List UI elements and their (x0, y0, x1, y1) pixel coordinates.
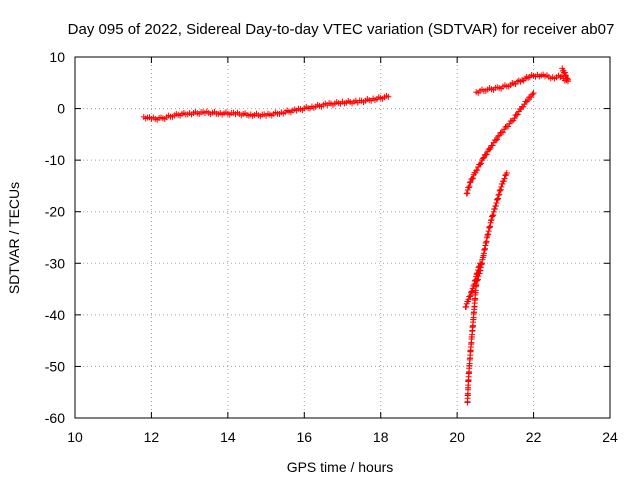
data-point (489, 142, 496, 149)
x-tick-label: 10 (67, 429, 83, 445)
y-tick-label: -40 (45, 307, 65, 323)
data-point (564, 75, 571, 82)
y-tick-label: -50 (45, 358, 65, 374)
data-point (514, 111, 521, 118)
data-point (490, 208, 497, 215)
data-point (466, 293, 473, 300)
data-point (469, 175, 476, 182)
data-point (488, 216, 495, 223)
data-point (479, 155, 486, 162)
data-series-arc-2 (473, 71, 571, 96)
data-point (463, 303, 470, 310)
data-point (498, 183, 505, 190)
data-point (564, 76, 571, 83)
y-tick-label: 0 (57, 101, 65, 117)
y-tick-label: -60 (45, 410, 65, 426)
data-point (489, 212, 496, 219)
data-point (492, 137, 499, 144)
data-point (493, 200, 500, 207)
data-point (502, 123, 509, 130)
data-point (496, 191, 503, 198)
y-tick-label: -20 (45, 204, 65, 220)
data-point (477, 260, 484, 267)
data-point (491, 205, 498, 212)
data-point (561, 69, 568, 76)
y-axis-label: SDTVAR / TECUs (6, 182, 22, 294)
data-point (500, 178, 507, 185)
data-point (525, 74, 532, 81)
data-point (520, 103, 527, 110)
data-point (477, 161, 484, 168)
data-point (385, 93, 392, 100)
data-point (501, 175, 508, 182)
data-point (494, 196, 501, 203)
data-point (469, 175, 476, 182)
data-point (469, 288, 476, 295)
grid-layer (75, 57, 610, 418)
data-point (478, 160, 485, 167)
data-point (467, 178, 474, 185)
x-tick-label: 12 (144, 429, 160, 445)
plot-frame (74, 56, 611, 419)
data-point (503, 170, 510, 177)
data-point (562, 72, 569, 79)
data-point (464, 190, 471, 197)
x-axis-label: GPS time / hours (287, 459, 394, 475)
data-point (496, 132, 503, 139)
data-point (465, 184, 472, 191)
data-point (476, 263, 483, 270)
data-point (529, 91, 536, 98)
data-point (467, 292, 474, 299)
data-point (508, 118, 515, 125)
data-point (505, 123, 512, 130)
data-point (463, 190, 470, 197)
data-point (476, 264, 483, 271)
y-tick-label: -10 (45, 152, 65, 168)
data-point (489, 213, 496, 220)
data-point (495, 192, 502, 199)
data-point (483, 151, 490, 158)
x-tick-label: 18 (373, 429, 389, 445)
data-point (499, 180, 506, 187)
data-point (465, 296, 472, 303)
tick-layer: 10 12 14 16 18 20 22 24 10 0 -10 -20 -30 -40 -50 -60 (45, 49, 618, 445)
data-point (474, 270, 481, 277)
data-layer (140, 65, 571, 406)
x-tick-label: 16 (296, 429, 312, 445)
data-point (475, 267, 482, 274)
data-point (496, 187, 503, 194)
data-series-arc-3 (559, 65, 571, 83)
data-point (466, 183, 473, 190)
data-point (495, 133, 502, 140)
chart-title: Day 095 of 2022, Sidereal Day-to-day VTE… (68, 21, 615, 38)
x-tick-label: 22 (526, 429, 542, 445)
data-series-arc-1 (140, 92, 392, 123)
data-series-arc-4 (463, 90, 537, 197)
data-series-arc-6 (462, 260, 484, 311)
data-point (497, 186, 504, 193)
data-point (493, 196, 500, 203)
data-point (506, 120, 513, 127)
data-point (528, 93, 535, 100)
data-point (486, 146, 493, 153)
data-point (493, 136, 500, 143)
data-point (466, 179, 473, 186)
data-point (511, 115, 518, 122)
data-point (495, 195, 502, 202)
x-tick-label: 24 (602, 429, 618, 445)
data-point (530, 90, 537, 97)
data-point (468, 289, 475, 296)
y-tick-label: 10 (49, 49, 65, 65)
x-tick-label: 20 (449, 429, 465, 445)
data-point (492, 202, 499, 209)
y-tick-label: -30 (45, 255, 65, 271)
data-point (500, 129, 506, 136)
data-point (523, 98, 530, 105)
data-point (474, 167, 481, 174)
data-series-arc-5 (464, 170, 510, 406)
x-tick-label: 14 (220, 429, 236, 445)
data-point (524, 97, 531, 104)
data-point (490, 212, 497, 219)
